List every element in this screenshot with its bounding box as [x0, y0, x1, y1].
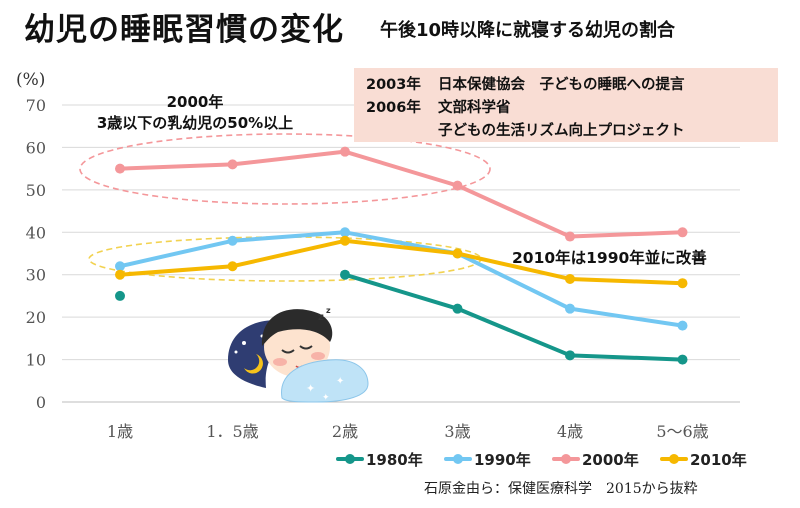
series-line — [118, 238, 685, 286]
y-tick-label: 30 — [26, 266, 46, 285]
data-point — [677, 354, 688, 365]
legend-label: 2000年 — [582, 451, 639, 469]
data-point — [565, 231, 575, 242]
info-year: 2003年 — [366, 77, 421, 93]
info-text: 日本保健協会 子どもの睡眠への提言 — [438, 77, 685, 93]
x-tick-label: 1．5歳 — [206, 422, 258, 441]
y-tick-label: 50 — [26, 181, 46, 200]
x-tick-label: 2歳 — [332, 422, 358, 441]
page-title: 幼児の睡眠習慣の変化 — [24, 12, 344, 48]
info-text: 子どもの生活リズム向上プロジェクト — [438, 123, 685, 139]
series-line — [118, 149, 685, 239]
legend: 1980年 1990年 2000年 2010年 — [336, 451, 747, 469]
annotation-2010: 2010年は1990年並に改善 — [512, 249, 707, 267]
series-layer — [115, 146, 688, 365]
data-point — [340, 146, 350, 157]
x-tick-label: 4歳 — [557, 422, 583, 441]
legend-label: 2010年 — [690, 451, 747, 469]
y-axis-unit-label: (%) — [16, 70, 46, 90]
tick-layer: 0 10 20 30 40 50 60 70 1歳 1．5歳 2歳 3歳 4歳 5～6歳 — [26, 96, 709, 441]
svg-text:z: z — [318, 312, 324, 323]
data-point — [565, 350, 575, 361]
data-point — [565, 273, 575, 284]
data-point — [115, 261, 125, 272]
y-tick-label: 20 — [26, 308, 46, 327]
info-row: 2003年 日本保健協会 子どもの睡眠への提言 — [366, 74, 766, 97]
data-point — [340, 227, 350, 238]
svg-text:✦: ✦ — [336, 376, 344, 387]
legend-label: 1990年 — [474, 451, 531, 469]
annotation-2000-line1: 2000年 — [166, 93, 224, 111]
data-point — [340, 269, 350, 280]
data-point — [340, 235, 350, 246]
source-citation: 石原金由ら：保健医療科学 2015から抜粋 — [424, 481, 698, 497]
series-2000 — [115, 146, 688, 242]
series-1980 — [115, 269, 688, 365]
annotation-2000: 2000年 3歳以下の乳幼児の50%以上 — [70, 92, 320, 134]
x-tick-label: 5～6歳 — [656, 422, 708, 441]
data-point — [452, 248, 463, 259]
legend-label: 1980年 — [366, 451, 423, 469]
data-point — [677, 227, 688, 238]
y-tick-label: 0 — [36, 393, 46, 412]
y-tick-label: 70 — [26, 96, 46, 115]
legend-swatch-marker — [669, 454, 679, 464]
page-subtitle: 午後10時以降に就寝する幼児の割合 — [380, 20, 676, 41]
info-text: 文部科学省 — [438, 100, 511, 116]
data-point — [227, 261, 238, 272]
highlight-ellipse-2000 — [79, 133, 491, 205]
series-1990 — [115, 227, 688, 331]
svg-text:z: z — [326, 306, 331, 315]
svg-text:✦: ✦ — [306, 382, 315, 395]
data-point — [677, 320, 688, 331]
data-point — [115, 269, 125, 280]
info-row: 子どもの生活リズム向上プロジェクト — [366, 120, 766, 143]
x-tick-label: 3歳 — [444, 422, 470, 441]
data-point — [115, 290, 125, 301]
legend-swatch-marker — [561, 454, 571, 464]
data-point — [452, 303, 463, 314]
series-2010 — [115, 235, 688, 289]
info-year: 2006年 — [366, 100, 421, 116]
data-point — [227, 235, 238, 246]
y-tick-label: 60 — [26, 138, 46, 157]
highlight-layer — [79, 133, 491, 282]
series-line — [343, 272, 685, 362]
sleeping-child-illustration: ✦ ✦ ✦ z z — [228, 306, 369, 403]
data-point — [452, 180, 463, 191]
info-row: 2006年 文部科学省 — [366, 97, 766, 120]
series-line — [118, 230, 685, 328]
x-tick-label: 1歳 — [107, 422, 133, 441]
legend-swatch-marker — [453, 454, 463, 464]
y-tick-label: 40 — [26, 223, 46, 242]
data-point — [115, 163, 125, 174]
data-point — [227, 159, 238, 170]
policy-info-box: 2003年 日本保健協会 子どもの睡眠への提言 2006年 文部科学省 子どもの生活… — [354, 68, 778, 142]
annotation-2000-line2: 3歳以下の乳幼児の50%以上 — [96, 114, 294, 132]
y-tick-label: 10 — [26, 351, 46, 370]
data-point — [677, 278, 688, 289]
data-point — [565, 303, 575, 314]
svg-text:✦: ✦ — [322, 393, 330, 403]
legend-swatch-marker — [345, 454, 355, 464]
